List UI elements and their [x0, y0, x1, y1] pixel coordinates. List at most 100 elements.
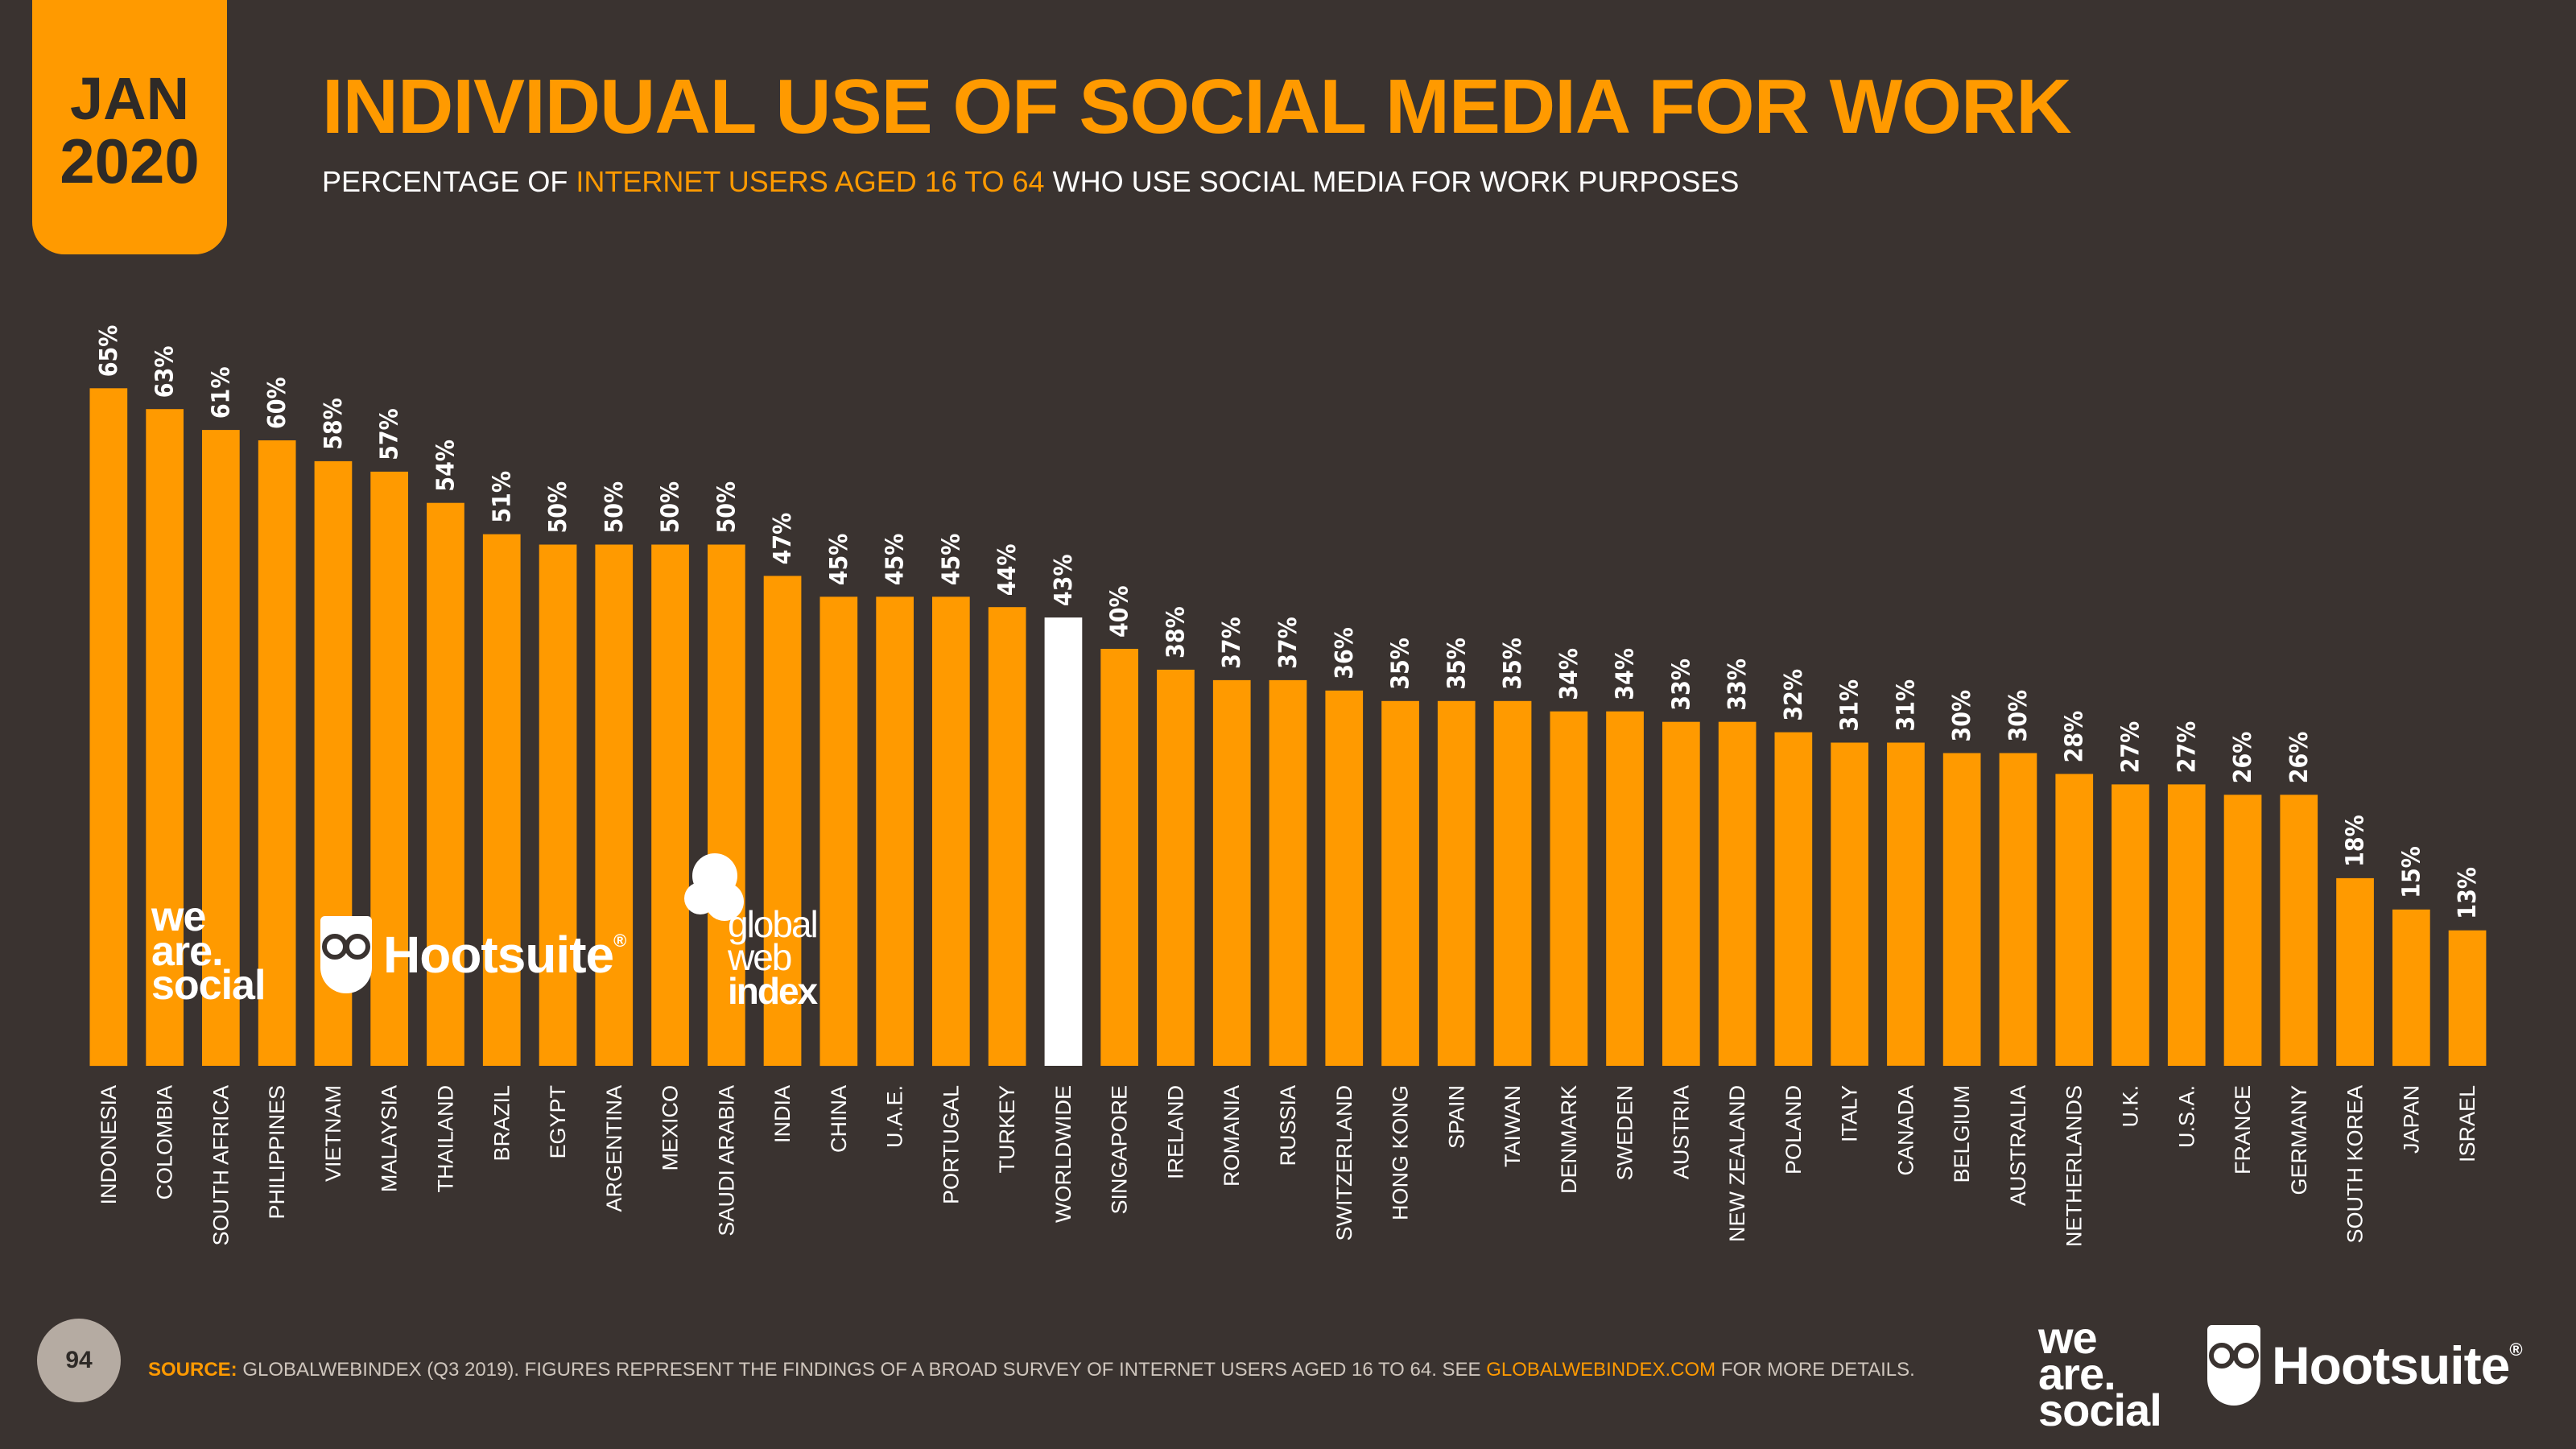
category-label: TURKEY [995, 1085, 1019, 1174]
category-label: SINGAPORE [1108, 1085, 1132, 1215]
footer-we-line: social [2038, 1384, 2162, 1435]
category-label: CANADA [1893, 1085, 1918, 1176]
bar [89, 388, 128, 1067]
bar [1774, 732, 1813, 1066]
category-label: U.K. [2119, 1085, 2143, 1128]
category-label: SPAIN [1444, 1085, 1468, 1149]
data-label: 27% [2117, 721, 2145, 774]
category-label: U.S.A. [2174, 1085, 2198, 1148]
data-label: 50% [544, 481, 572, 534]
date-badge: JAN 2020 [32, 0, 227, 254]
data-label: 38% [1162, 606, 1191, 658]
category-label: PHILIPPINES [265, 1085, 289, 1220]
category-label: MEXICO [658, 1085, 683, 1171]
bar [370, 471, 408, 1066]
category-label: THAILAND [434, 1085, 458, 1193]
data-label: 13% [2454, 867, 2482, 919]
page-subtitle: PERCENTAGE OF INTERNET USERS AGED 16 TO … [322, 165, 1739, 199]
category-label: AUSTRIA [1669, 1085, 1693, 1179]
category-label: SWITZERLAND [1332, 1085, 1356, 1241]
footer-we-are-social-logo: we are. social [2038, 1312, 2162, 1435]
data-label: 34% [1612, 648, 1640, 700]
data-label: 63% [151, 346, 180, 398]
bar [1606, 711, 1644, 1066]
data-label: 50% [657, 481, 685, 534]
data-label: 27% [2173, 721, 2201, 774]
footer-we-line: we [2038, 1312, 2098, 1363]
bar [1381, 700, 1419, 1067]
category-label: INDIA [770, 1085, 795, 1143]
bar [2336, 877, 2374, 1066]
hootsuite-wordmark: Hootsuite [383, 926, 614, 984]
category-label: RUSSIA [1276, 1085, 1300, 1166]
source-note: SOURCE: GLOBALWEBINDEX (Q3 2019). FIGURE… [148, 1359, 1915, 1381]
bar [763, 576, 802, 1066]
owl-icon [320, 916, 372, 993]
category-label: SWEDEN [1613, 1085, 1637, 1181]
bar [932, 597, 970, 1067]
bar [1493, 700, 1532, 1067]
bar [1887, 742, 1925, 1066]
bar [2112, 784, 2149, 1066]
category-label: SAUDI ARABIA [714, 1085, 738, 1236]
data-label: 26% [2285, 732, 2314, 784]
bar [876, 597, 914, 1067]
data-label: 18% [2342, 815, 2370, 867]
source-link[interactable]: GLOBALWEBINDEX.COM [1486, 1359, 1716, 1381]
category-label: POLAND [1781, 1085, 1806, 1174]
bar [1831, 742, 1868, 1066]
globalwebindex-logo: global web index [683, 852, 844, 1013]
source-label: SOURCE: [148, 1359, 237, 1381]
hootsuite-logo: Hootsuite ® [320, 916, 626, 993]
category-label: MALAYSIA [378, 1085, 402, 1192]
bar [2223, 795, 2262, 1066]
category-label: ROMANIA [1220, 1085, 1244, 1187]
we-are-social-line: social [151, 962, 266, 1009]
owl-icon [2207, 1325, 2260, 1406]
category-label: FRANCE [2231, 1085, 2255, 1174]
category-label: SOUTH KOREA [2343, 1085, 2368, 1244]
category-label: VIETNAM [321, 1085, 345, 1182]
data-label: 45% [937, 534, 965, 586]
category-label: ITALY [1838, 1085, 1862, 1142]
data-label: 35% [1443, 638, 1471, 690]
bar [2055, 774, 2094, 1066]
data-label: 33% [1667, 658, 1695, 711]
footer-hootsuite-logo: Hootsuite ® [2207, 1325, 2523, 1406]
bar [1269, 679, 1307, 1066]
data-label: 40% [1106, 585, 1134, 638]
gwi-wordmark: global web index [728, 903, 819, 1009]
data-label: 54% [432, 440, 460, 492]
date-month: JAN [69, 65, 190, 133]
bar [1550, 711, 1588, 1066]
bar [202, 430, 240, 1066]
category-label: SOUTH AFRICA [208, 1085, 233, 1246]
we-are-social-line: are. [151, 927, 224, 975]
category-label: ISRAEL [2455, 1085, 2479, 1162]
bar [819, 597, 858, 1067]
gwi-line: global [728, 903, 819, 945]
category-label: AUSTRALIA [2006, 1085, 2030, 1206]
bar [2392, 909, 2430, 1067]
data-label: 26% [2229, 732, 2257, 784]
bar [1157, 669, 1195, 1066]
bar [427, 502, 464, 1066]
data-label: 31% [1892, 679, 1920, 732]
bar [1212, 679, 1251, 1066]
bar [2280, 795, 2318, 1066]
data-label: 65% [95, 325, 123, 378]
data-label: 28% [2061, 711, 2089, 763]
category-label: JAPAN [2399, 1085, 2423, 1154]
we-are-social-line: we [151, 894, 206, 940]
bar [1325, 690, 1364, 1066]
date-year: 2020 [60, 125, 200, 196]
data-label: 34% [1555, 648, 1583, 700]
bar [651, 544, 689, 1066]
data-label: 43% [1050, 554, 1078, 606]
subtitle-post: WHO USE SOCIAL MEDIA FOR WORK PURPOSES [1044, 165, 1740, 198]
category-label: COLOMBIA [153, 1085, 177, 1200]
page-number: 94 [37, 1319, 121, 1402]
bar [708, 544, 745, 1066]
category-label: WORLDWIDE [1051, 1085, 1075, 1223]
data-label: 37% [1218, 617, 1246, 669]
